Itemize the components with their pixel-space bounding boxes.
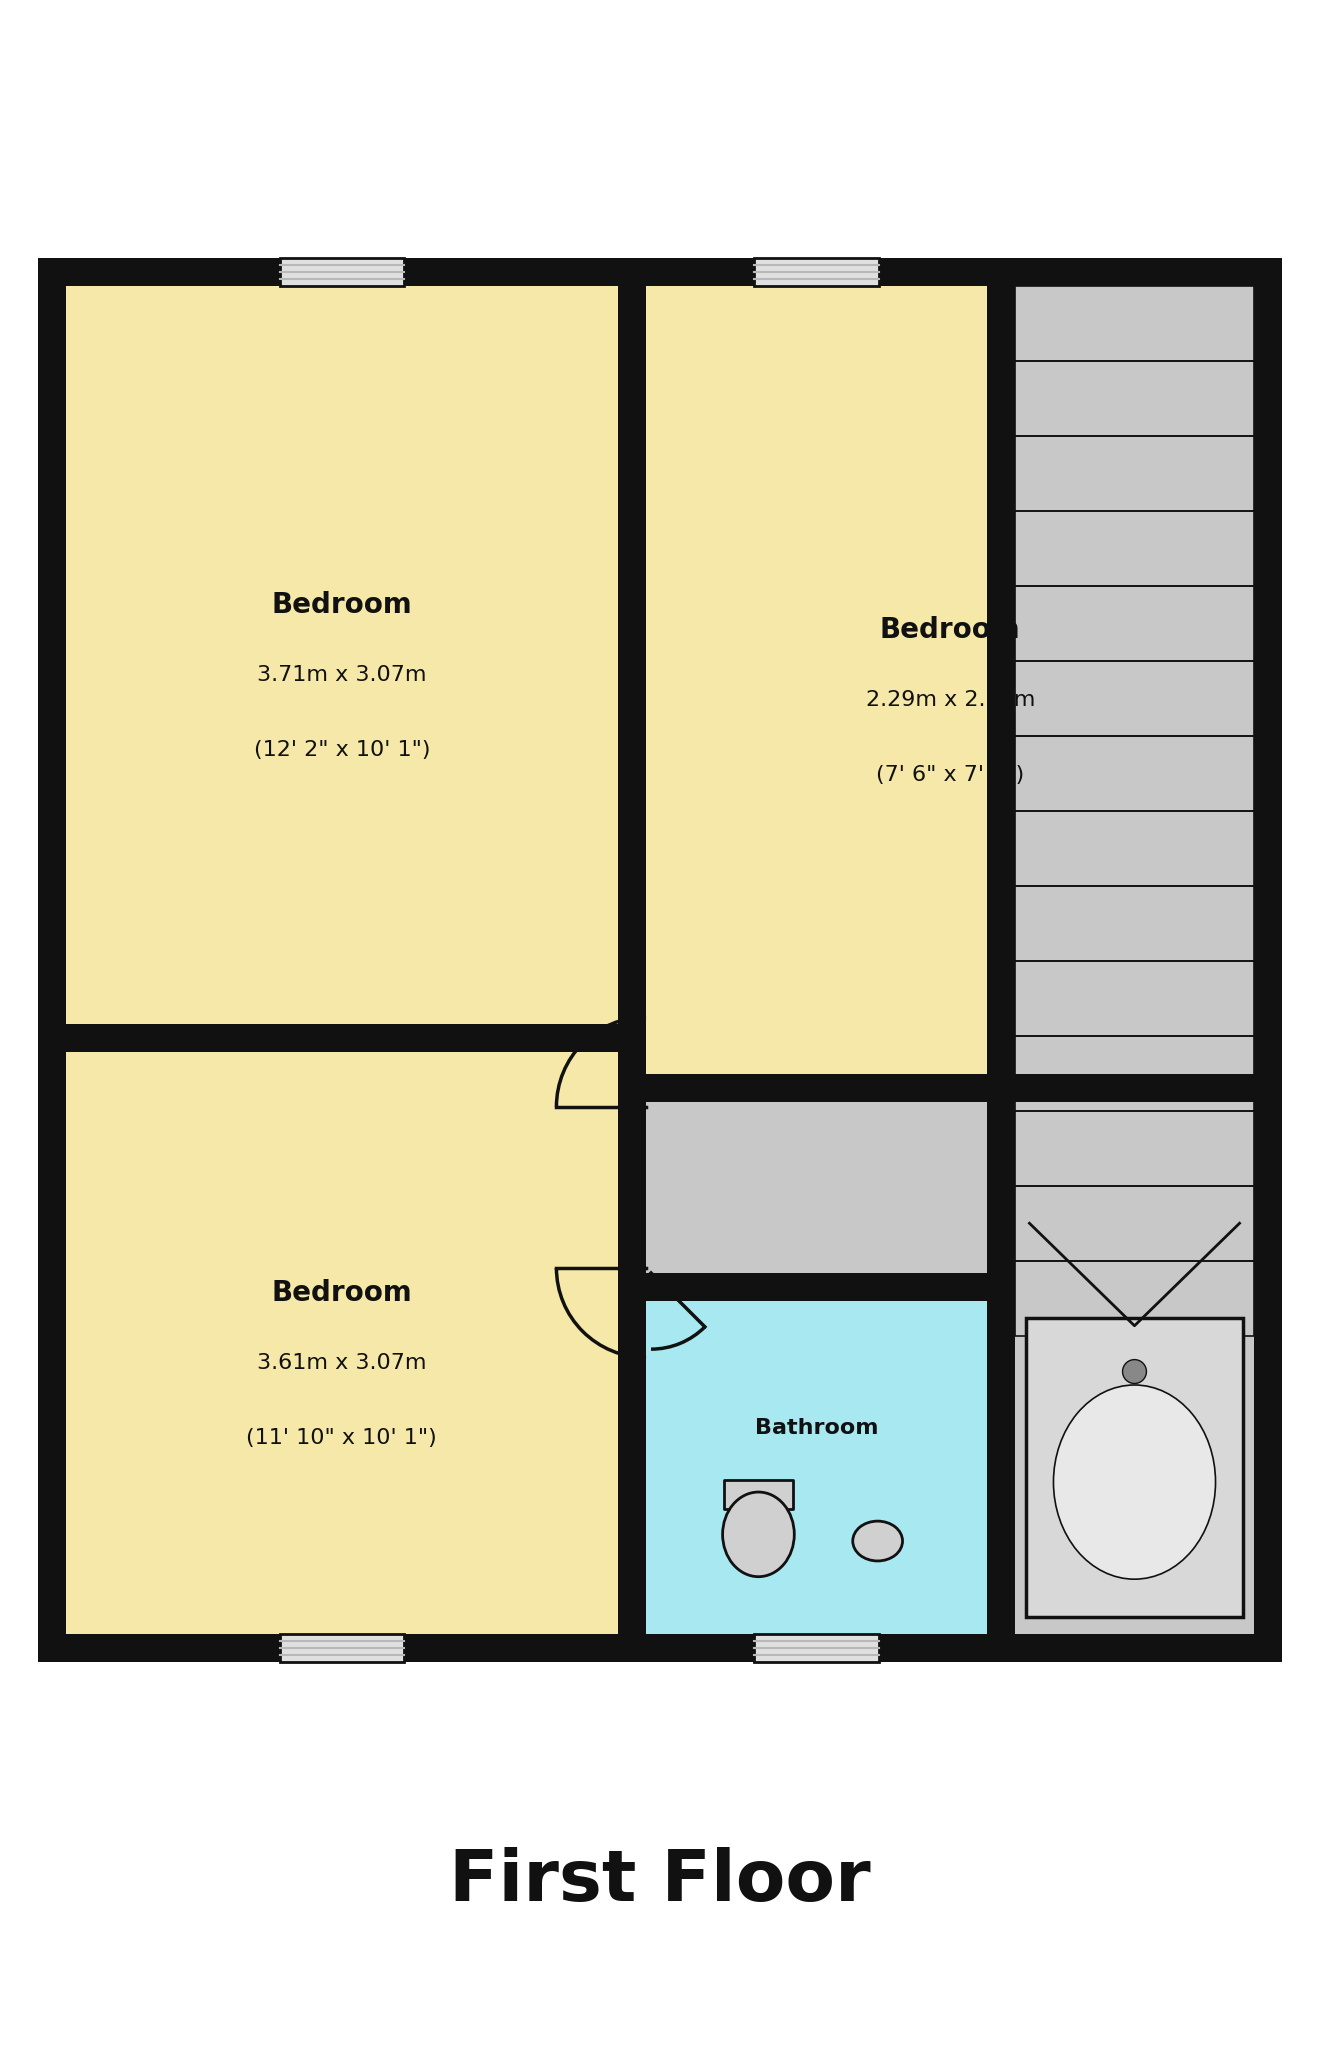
Bar <box>1015 1110 1254 1187</box>
Bar <box>66 1053 618 1634</box>
Bar <box>986 286 1254 1335</box>
Bar <box>645 286 1254 1073</box>
Ellipse shape <box>853 1520 903 1561</box>
Bar <box>1015 661 1254 735</box>
Bar <box>1015 1036 1254 1110</box>
Circle shape <box>1122 1360 1147 1384</box>
Bar <box>645 1073 1282 1102</box>
Bar <box>66 286 618 1024</box>
Bar <box>723 1479 793 1510</box>
Text: Bedroom: Bedroom <box>880 616 1020 645</box>
Bar <box>754 1634 879 1662</box>
Text: First Floor: First Floor <box>449 1848 871 1916</box>
Bar <box>986 1300 1015 1634</box>
Text: Bedroom: Bedroom <box>272 1279 412 1308</box>
Bar <box>645 1273 986 1300</box>
Bar <box>1027 1318 1242 1617</box>
Bar <box>1015 437 1254 511</box>
Bar <box>1015 286 1254 360</box>
Text: wood: wood <box>207 836 850 1053</box>
Bar <box>645 1102 986 1273</box>
Bar <box>754 258 879 286</box>
Bar <box>66 1024 618 1053</box>
Text: 2.29m x 2.13m: 2.29m x 2.13m <box>866 690 1035 711</box>
Bar <box>1015 735 1254 812</box>
Bar <box>1015 812 1254 886</box>
Bar <box>1015 585 1254 661</box>
Text: 3.71m x 3.07m: 3.71m x 3.07m <box>257 665 426 686</box>
Bar <box>1015 960 1254 1036</box>
Text: (11' 10" x 10' 1"): (11' 10" x 10' 1") <box>247 1428 437 1448</box>
Bar <box>986 286 1015 1335</box>
Ellipse shape <box>722 1491 795 1576</box>
Bar <box>1015 360 1254 437</box>
Bar <box>1015 1300 1254 1634</box>
Bar <box>1015 1261 1254 1335</box>
Bar <box>38 258 1282 1662</box>
Bar <box>645 286 986 1073</box>
Bar <box>1015 886 1254 960</box>
Text: (7' 6" x 7' 0"): (7' 6" x 7' 0") <box>876 764 1024 785</box>
Bar <box>280 258 404 286</box>
Ellipse shape <box>1053 1384 1216 1580</box>
Text: Bathroom: Bathroom <box>755 1417 878 1438</box>
Text: Bedroom: Bedroom <box>272 591 412 620</box>
Bar <box>1015 1187 1254 1261</box>
Bar <box>645 1300 1254 1634</box>
Text: (12' 2" x 10' 1"): (12' 2" x 10' 1") <box>253 740 430 760</box>
Text: 3.61m x 3.07m: 3.61m x 3.07m <box>257 1353 426 1374</box>
Bar <box>280 1634 404 1662</box>
Bar <box>618 286 645 1634</box>
Bar <box>1015 511 1254 585</box>
